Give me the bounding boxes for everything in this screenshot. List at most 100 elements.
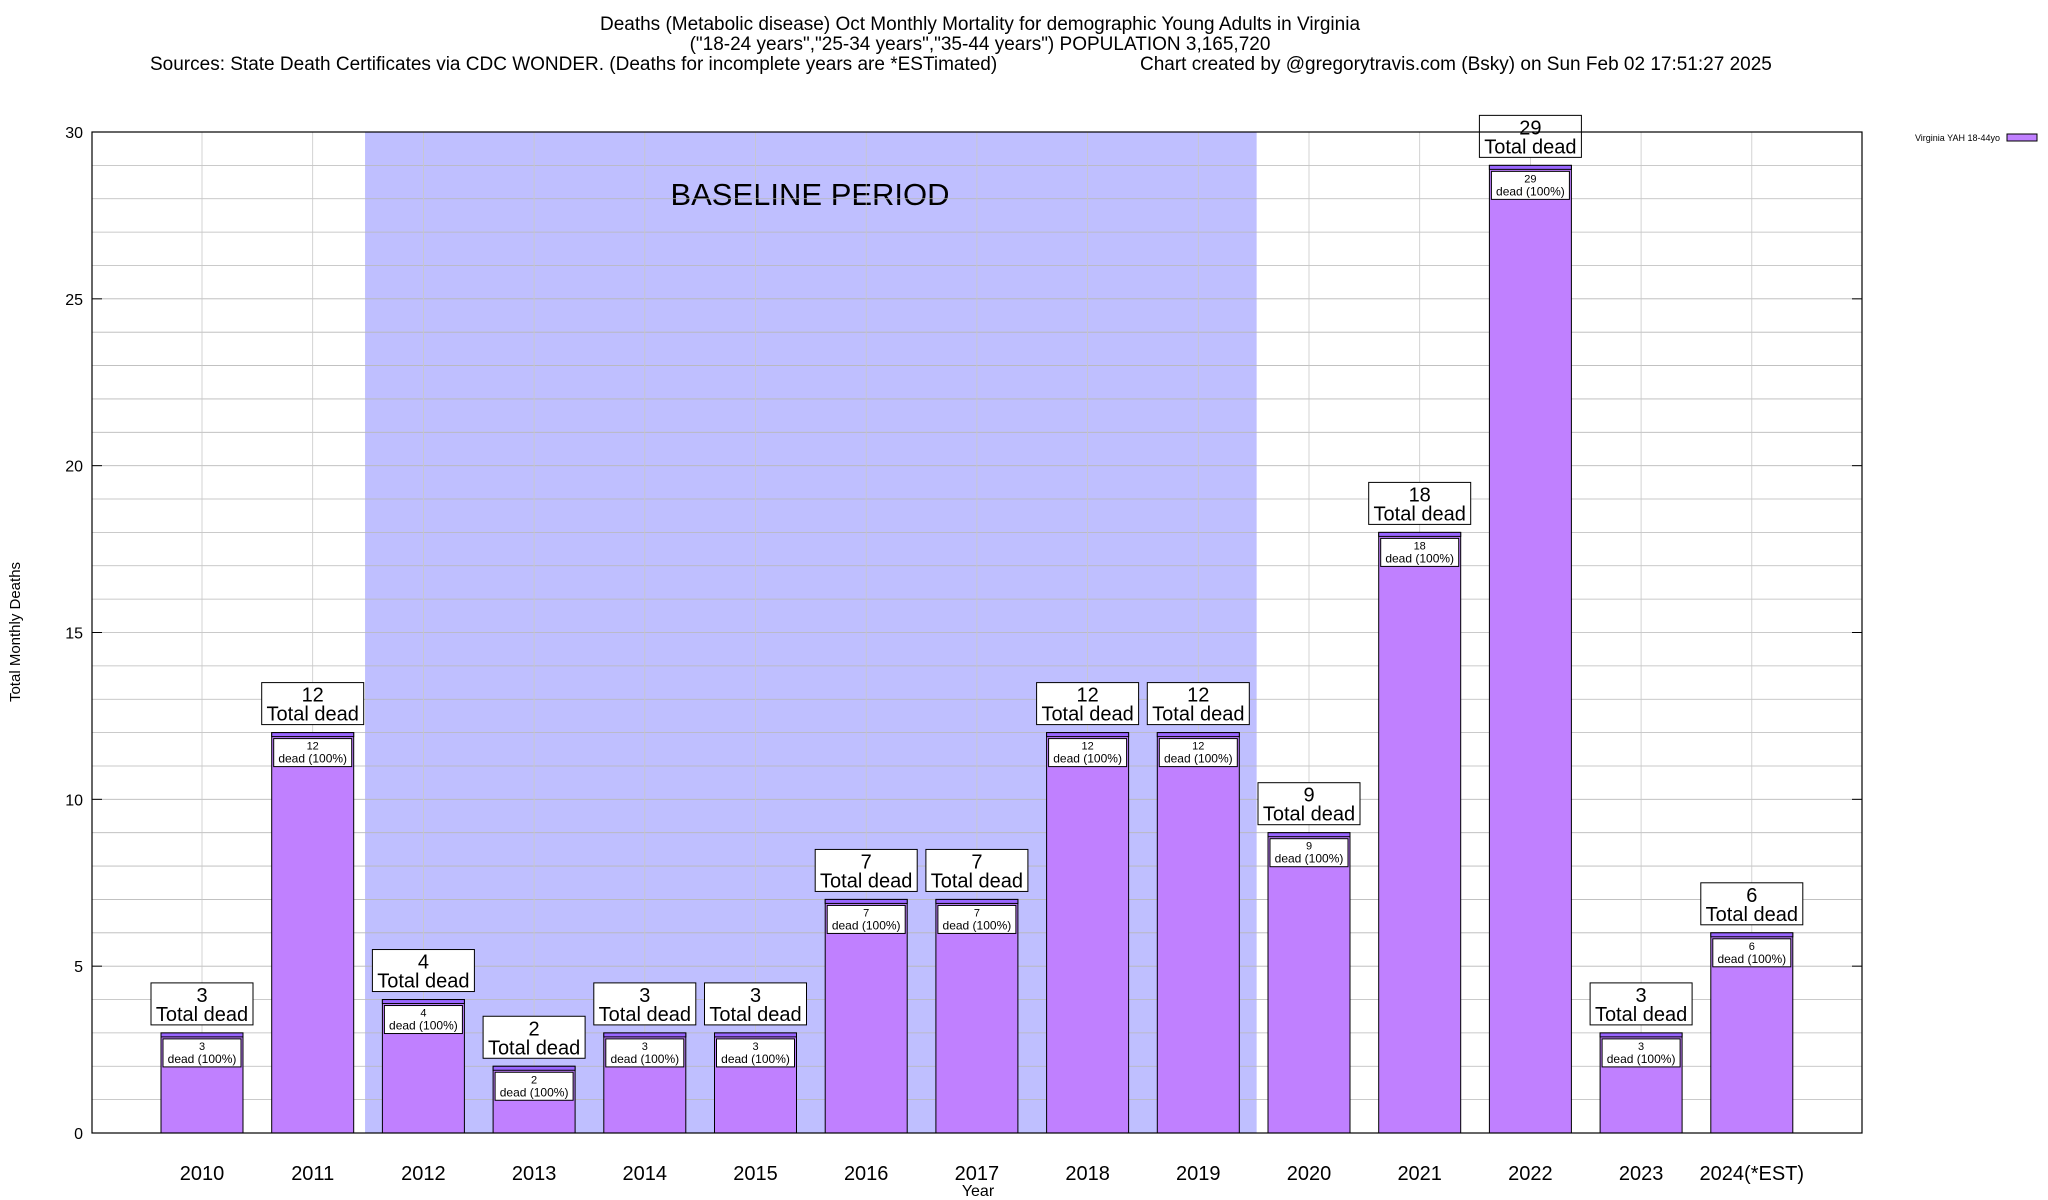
- inner-label-box: [1380, 537, 1460, 567]
- bar-cap: [714, 1032, 797, 1038]
- inner-label-percent: dead (100%): [168, 1052, 237, 1066]
- inner-label-percent: dead (100%): [832, 918, 901, 932]
- total-label-value: 9: [1303, 785, 1314, 807]
- total-label-value: 12: [1076, 685, 1098, 707]
- total-label-text: Total dead: [931, 870, 1023, 892]
- inner-label-percent: dead (100%): [278, 752, 347, 766]
- baseline-period-label: BASELINE PERIOD: [670, 177, 949, 212]
- total-label-box: [1589, 982, 1693, 1026]
- x-tick-label: 2016: [844, 1163, 889, 1185]
- total-label-box: [1478, 114, 1582, 158]
- total-label-value: 2: [529, 1018, 540, 1040]
- legend: Virginia YAH 18-44yo: [1915, 133, 2038, 143]
- total-label-value: 7: [971, 851, 982, 873]
- inner-label-box: [1601, 1038, 1681, 1068]
- total-label-value: 4: [418, 952, 429, 974]
- x-tick-label: 2024(*EST): [1700, 1163, 1805, 1185]
- total-label-text: Total dead: [1484, 136, 1576, 158]
- inner-label-value: 29: [1524, 173, 1536, 185]
- y-tick-label: 15: [65, 626, 83, 643]
- inner-label-value: 3: [642, 1041, 648, 1053]
- total-label-box: [704, 982, 807, 1026]
- bar-cap: [271, 732, 355, 738]
- total-label-value: 3: [750, 985, 761, 1007]
- total-label-value: 29: [1519, 117, 1541, 139]
- inner-label-value: 12: [1081, 741, 1093, 753]
- total-label-box: [593, 982, 697, 1026]
- bar: [935, 898, 1019, 1134]
- total-label-value: 12: [302, 685, 324, 707]
- inner-label-box: [937, 904, 1017, 934]
- inner-label-box: [605, 1038, 685, 1068]
- y-tick-label: 30: [65, 125, 83, 142]
- total-label-text: Total dead: [1374, 503, 1466, 525]
- x-tick-label: 2020: [1287, 1163, 1332, 1185]
- x-tick-label: 2018: [1065, 1163, 1110, 1185]
- total-label-box: [261, 682, 365, 726]
- x-tick-label: 2011: [291, 1163, 334, 1185]
- total-label-value: 3: [196, 985, 207, 1007]
- bar-cap: [160, 1032, 244, 1038]
- inner-label-value: 6: [1749, 941, 1755, 953]
- bar-cap: [1710, 932, 1794, 938]
- y-tick-label: 0: [74, 1126, 83, 1143]
- inner-label-box: [1048, 738, 1128, 768]
- inner-label-value: 4: [420, 1008, 426, 1020]
- total-label-box: [1146, 682, 1250, 726]
- y-tick-label: 25: [65, 292, 83, 309]
- bar: [1156, 732, 1240, 1134]
- total-label-text: Total dead: [1263, 804, 1355, 826]
- inner-label-percent: dead (100%): [1385, 551, 1454, 565]
- bar: [1488, 164, 1572, 1134]
- inner-label-percent: dead (100%): [1053, 752, 1122, 766]
- y-axis-label: Total Monthly Deaths: [7, 562, 24, 702]
- inner-label-percent: dead (100%): [389, 1019, 458, 1033]
- total-label-text: Total dead: [599, 1004, 691, 1026]
- x-tick-label: 2022: [1508, 1163, 1553, 1185]
- chart-title-line-2: ("18-24 years","25-34 years","35-44 year…: [689, 34, 1271, 55]
- total-label-text: Total dead: [377, 971, 469, 993]
- bar-cap: [1378, 531, 1462, 537]
- inner-label-percent: dead (100%): [1275, 852, 1344, 866]
- x-tick-label: 2015: [733, 1163, 778, 1185]
- x-tick-label: 2010: [180, 1163, 225, 1185]
- inner-label-box: [162, 1038, 242, 1068]
- x-tick-label: 2012: [401, 1163, 446, 1185]
- total-label-text: Total dead: [1152, 704, 1244, 726]
- x-tick-label: 2014: [623, 1163, 668, 1185]
- inner-label-percent: dead (100%): [500, 1085, 569, 1099]
- x-tick-label: 2023: [1619, 1163, 1664, 1185]
- bar-cap: [1156, 732, 1240, 738]
- bar: [1046, 732, 1130, 1134]
- bar-cap: [824, 898, 908, 904]
- inner-label-value: 12: [307, 741, 319, 753]
- x-tick-label: 2021: [1397, 1163, 1442, 1185]
- inner-label-percent: dead (100%): [1496, 184, 1565, 198]
- inner-label-box: [1490, 170, 1570, 200]
- total-label-text: Total dead: [1706, 904, 1798, 926]
- total-label-box: [1036, 682, 1140, 726]
- inner-label-value: 3: [1638, 1041, 1644, 1053]
- total-label-text: Total dead: [820, 870, 912, 892]
- chart-title-line-1: Deaths (Metabolic disease) Oct Monthly M…: [599, 14, 1361, 35]
- bar: [824, 898, 908, 1134]
- total-label-text: Total dead: [1041, 704, 1133, 726]
- total-label-box: [1368, 481, 1472, 525]
- inner-label-value: 18: [1414, 540, 1426, 552]
- bar-cap: [935, 898, 1019, 904]
- total-label-value: 7: [861, 851, 872, 873]
- bar-cap: [381, 999, 465, 1005]
- total-label-value: 6: [1746, 885, 1757, 907]
- bar-cap: [1599, 1032, 1683, 1038]
- inner-label-percent: dead (100%): [943, 918, 1012, 932]
- inner-label-value: 9: [1306, 841, 1312, 853]
